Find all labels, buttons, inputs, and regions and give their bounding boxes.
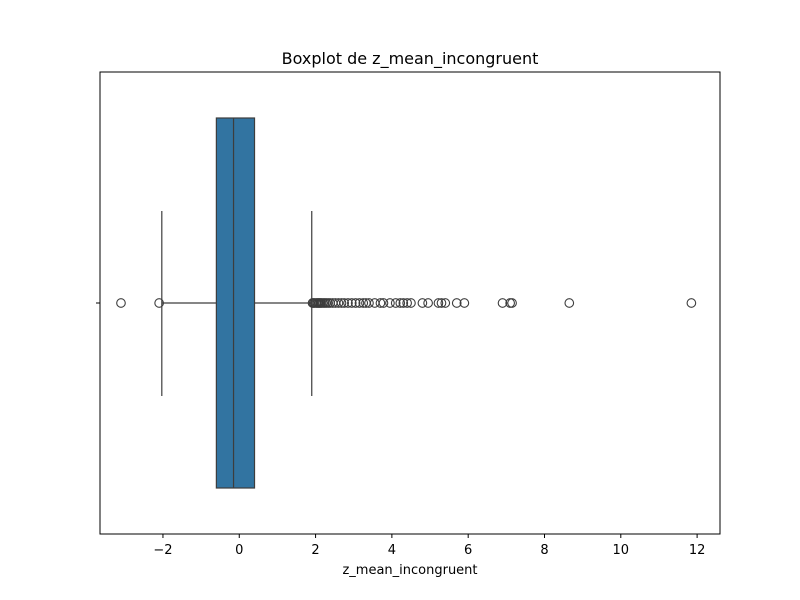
outlier-point	[459, 298, 470, 308]
outliers-group	[116, 298, 697, 308]
outlier-point	[390, 298, 401, 308]
outlier-point	[333, 298, 344, 308]
outlier-point	[343, 298, 353, 308]
outlier-point	[507, 298, 517, 308]
outlier-point	[354, 298, 365, 308]
outlier-point	[378, 298, 389, 308]
outlier-point	[402, 298, 412, 308]
x-tick-label: 4	[388, 543, 396, 558]
outlier-point	[385, 298, 395, 308]
x-axis-label: z_mean_incongruent	[342, 563, 477, 578]
outlier-point	[346, 298, 357, 308]
outlier-point	[451, 298, 462, 308]
chart-title: Boxplot de z_mean_incongruent	[282, 49, 539, 69]
iqr-box	[215, 117, 256, 489]
outlier-point	[440, 298, 451, 308]
outlier-point	[423, 298, 433, 308]
outlier-point	[417, 298, 428, 308]
outlier-point	[336, 298, 347, 308]
x-tick-label: 12	[689, 543, 706, 558]
outlier-point	[154, 298, 164, 308]
outlier-point	[375, 298, 386, 308]
outlier-point	[398, 298, 409, 308]
plot-frame	[99, 71, 721, 535]
outlier-point	[433, 298, 444, 308]
outlier-point	[116, 298, 126, 308]
x-tick-label: 0	[235, 543, 243, 558]
x-tick-label: 10	[613, 543, 630, 558]
x-axis: −2 0 2 4 6 8 10 12	[96, 302, 706, 558]
outlier-point	[339, 298, 350, 308]
outlier-point	[350, 298, 361, 308]
outlier-point	[406, 298, 416, 308]
outlier-point	[364, 298, 374, 308]
x-tick-label: 8	[540, 543, 548, 558]
outlier-point	[436, 298, 447, 308]
outlier-point	[395, 298, 406, 308]
outlier-point	[686, 298, 697, 308]
x-tick-label: −2	[153, 543, 172, 558]
outlier-point	[358, 298, 369, 308]
outlier-point	[497, 298, 508, 308]
x-tick-label: 2	[311, 543, 319, 558]
x-tick-label: 6	[464, 543, 472, 558]
plot-area	[161, 117, 313, 489]
outlier-point	[564, 298, 575, 308]
